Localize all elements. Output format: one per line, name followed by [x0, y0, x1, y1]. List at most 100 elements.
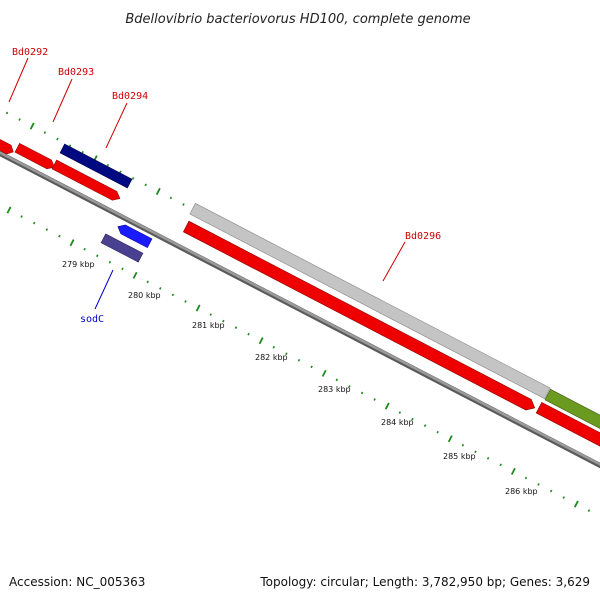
- minor-tick: [398, 411, 402, 414]
- minor-tick: [360, 391, 364, 395]
- lower-tick-row: [6, 206, 591, 512]
- gene-label-sodc[interactable]: sodC: [80, 314, 104, 325]
- feature-red-right[interactable]: [535, 401, 600, 455]
- major-tick: [321, 369, 327, 377]
- minor-tick: [171, 293, 175, 297]
- major-tick: [132, 271, 138, 279]
- gene-labels: Bd0292 Bd0293 Bd0294 Bd0296 sodC: [12, 47, 441, 325]
- minor-tick: [310, 365, 313, 369]
- minor-tick: [474, 450, 477, 454]
- minor-tick: [18, 118, 21, 121]
- genome-summary-text: Topology: circular; Length: 3,782,950 bp…: [259, 575, 590, 589]
- feature-bd0293[interactable]: [14, 142, 57, 171]
- minor-tick: [96, 254, 99, 258]
- leader-sodc: [94, 269, 114, 310]
- minor-tick: [119, 170, 122, 174]
- gene-label-bd0294[interactable]: Bd0294: [112, 91, 148, 102]
- feature-bd0294[interactable]: [59, 143, 133, 189]
- minor-tick: [182, 203, 185, 206]
- minor-tick: [348, 385, 351, 388]
- minor-tick: [461, 443, 465, 447]
- major-tick: [258, 337, 264, 345]
- major-tick: [155, 187, 161, 195]
- feature-bd0292[interactable]: [0, 130, 16, 156]
- minor-tick: [285, 352, 288, 356]
- gene-label-bd0293[interactable]: Bd0293: [58, 67, 94, 78]
- minor-tick: [169, 196, 173, 200]
- minor-tick: [5, 111, 9, 115]
- minor-tick: [222, 319, 225, 323]
- leader-bd0296: [382, 241, 406, 282]
- minor-tick: [144, 183, 147, 187]
- minor-tick: [486, 456, 490, 460]
- minor-tick: [549, 489, 553, 493]
- minor-tick: [121, 267, 124, 271]
- minor-tick: [436, 430, 439, 434]
- major-tick: [384, 402, 390, 410]
- minor-tick: [56, 137, 59, 141]
- minor-tick: [297, 358, 301, 362]
- minor-tick: [537, 483, 540, 486]
- accession-text: Accession: NC_005363: [9, 575, 145, 589]
- leader-bd0294: [105, 102, 128, 149]
- map-title: Bdellovibrio bacteriovorus HD100, comple…: [125, 12, 470, 27]
- feature-sodc[interactable]: [100, 233, 144, 263]
- leader-lines: [8, 57, 406, 310]
- minor-tick: [184, 300, 187, 303]
- feature-olive[interactable]: [544, 388, 600, 440]
- kbp-label: 280 kbp: [128, 291, 161, 300]
- kbp-label: 279 kbp: [62, 260, 95, 269]
- minor-tick: [423, 424, 427, 427]
- major-tick: [510, 467, 516, 475]
- minor-tick: [247, 332, 250, 336]
- feature-gray[interactable]: [189, 202, 551, 400]
- minor-tick: [411, 417, 414, 421]
- minor-tick: [146, 280, 149, 284]
- minor-tick: [131, 177, 135, 180]
- major-tick: [573, 500, 579, 508]
- feature-blue-arrow[interactable]: [115, 222, 153, 249]
- minor-tick: [43, 131, 47, 134]
- minor-tick: [335, 378, 339, 382]
- kbp-label: 281 kbp: [192, 321, 225, 330]
- kbp-labels: 279 kbp 280 kbp 281 kbp 282 kbp 283 kbp …: [62, 260, 538, 496]
- kbp-label: 282 kbp: [255, 353, 288, 362]
- minor-tick: [272, 345, 275, 349]
- minor-tick: [373, 398, 376, 401]
- backbone: [0, 150, 600, 469]
- major-tick: [195, 304, 201, 312]
- leader-bd0293: [52, 78, 73, 123]
- minor-tick: [234, 326, 238, 329]
- minor-tick: [524, 476, 528, 480]
- minor-tick: [209, 313, 212, 316]
- minor-tick: [81, 150, 84, 154]
- gene-label-bd0292[interactable]: Bd0292: [12, 47, 48, 58]
- minor-tick: [68, 144, 72, 148]
- kbp-label: 285 kbp: [443, 452, 476, 461]
- minor-tick: [108, 260, 112, 264]
- minor-tick: [58, 234, 61, 238]
- kbp-label: 284 kbp: [381, 418, 414, 427]
- leader-bd0292: [8, 57, 29, 103]
- gene-label-bd0296[interactable]: Bd0296: [405, 231, 441, 242]
- kbp-label: 283 kbp: [318, 385, 351, 394]
- major-tick: [29, 122, 35, 130]
- feature-bd0296[interactable]: [182, 220, 537, 413]
- feature-red-arrow-2[interactable]: [51, 159, 122, 203]
- major-tick: [447, 435, 453, 443]
- feature-track: [0, 130, 600, 455]
- minor-tick: [32, 221, 36, 225]
- minor-tick: [106, 163, 110, 167]
- minor-tick: [562, 496, 565, 499]
- minor-tick: [83, 247, 86, 251]
- major-tick: [6, 206, 12, 214]
- major-tick: [69, 239, 75, 247]
- minor-tick: [499, 463, 502, 467]
- minor-tick: [159, 287, 162, 290]
- minor-tick: [587, 509, 591, 512]
- minor-tick: [45, 228, 49, 231]
- kbp-label: 286 kbp: [505, 487, 538, 496]
- minor-tick: [20, 215, 23, 218]
